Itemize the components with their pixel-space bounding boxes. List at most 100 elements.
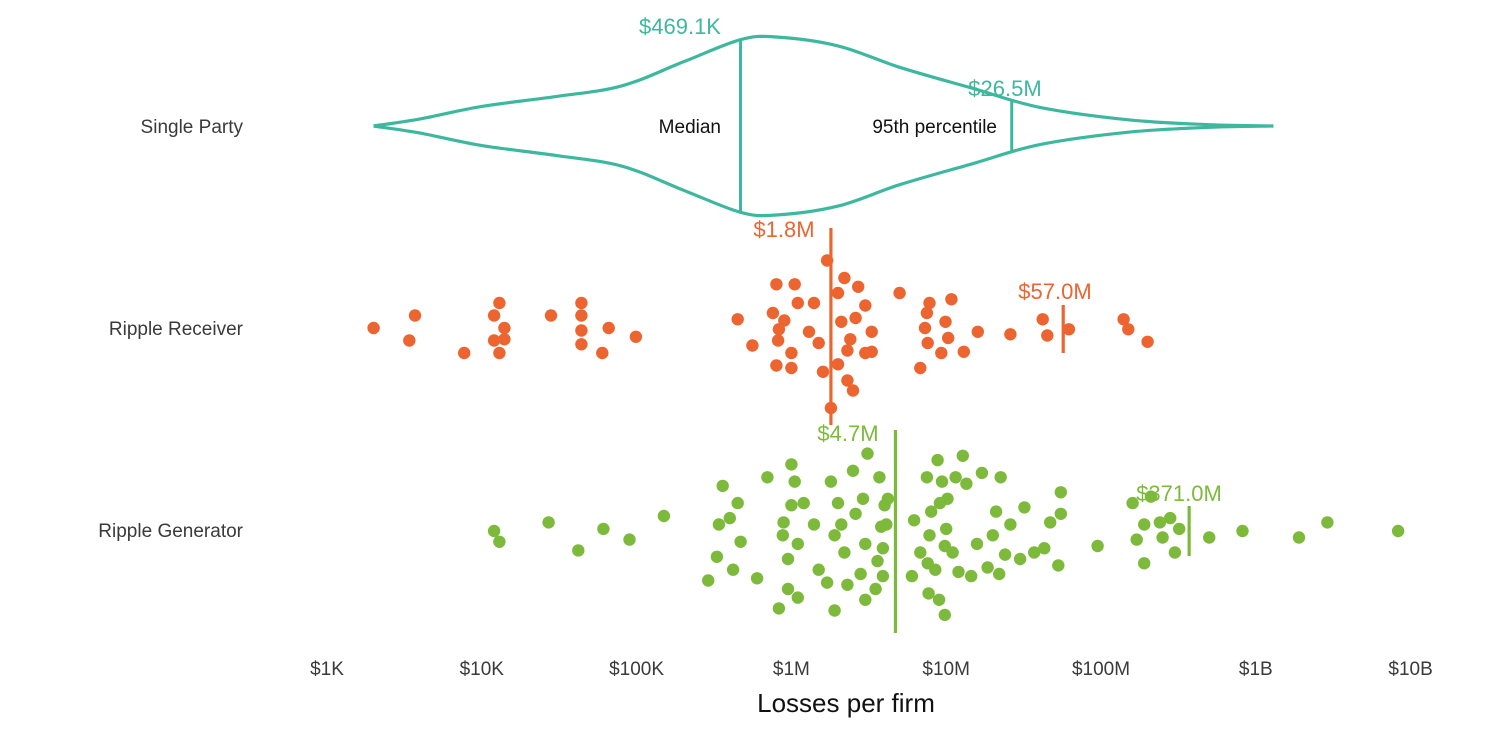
receiver-point (403, 334, 416, 347)
generator-point (726, 563, 740, 576)
generator-point (797, 496, 810, 510)
generator-point (1321, 516, 1334, 529)
generator-point (1168, 546, 1182, 559)
receiver-point (367, 321, 380, 335)
receiver-point (770, 359, 783, 372)
generator-point (905, 569, 919, 583)
generator-point (710, 550, 724, 563)
generator-point (838, 546, 851, 559)
generator-point (761, 471, 774, 484)
generator-point (572, 544, 585, 557)
generator-point (920, 471, 934, 484)
generator-point (975, 466, 989, 480)
generator-point (702, 574, 715, 587)
receiver-point (487, 334, 501, 347)
receiver-point (458, 346, 471, 360)
generator-point (993, 567, 1006, 581)
violin-upper-outline (373, 34, 1274, 128)
generator-point (1052, 559, 1065, 572)
receiver-point (865, 325, 878, 338)
generator-point (716, 479, 729, 493)
receiver-point (893, 286, 906, 300)
generator-point (956, 449, 969, 462)
generator-point (785, 458, 798, 471)
generator-point (1391, 524, 1405, 538)
generator-point (923, 529, 936, 542)
violin-single-party (373, 34, 1274, 218)
generator-point (1236, 524, 1249, 538)
receiver-point (1004, 328, 1017, 341)
receiver-point (731, 313, 744, 326)
generator-point (931, 453, 944, 467)
receiver-point (802, 325, 816, 338)
ripple-generator-points (487, 430, 1405, 633)
generator-point (723, 511, 736, 525)
generator-point (871, 554, 884, 568)
receiver-point (1117, 313, 1130, 326)
receiver-point (770, 278, 783, 291)
generator-point (859, 593, 872, 606)
generator-point (876, 569, 890, 583)
receiver-point (812, 336, 825, 350)
receiver-point (771, 334, 785, 347)
receiver-point (778, 314, 791, 327)
receiver-point (920, 306, 934, 320)
generator-point (1144, 490, 1158, 503)
violin-median-label: $469.1K (639, 14, 721, 39)
generator-point (841, 578, 854, 591)
generator-point (781, 552, 795, 566)
receiver-point (746, 339, 759, 352)
generator-point (1091, 539, 1104, 553)
generator-point (925, 505, 938, 518)
generator-point (938, 608, 951, 622)
generator-point (989, 505, 1003, 518)
generator-point (785, 499, 798, 512)
receiver-point (1041, 329, 1054, 342)
generator-point (1203, 531, 1216, 544)
x-axis-title: Losses per firm (757, 688, 935, 718)
generator-point (1138, 557, 1151, 570)
receiver-point (498, 333, 511, 346)
violin-lower-outline (373, 124, 1274, 218)
generator-point (846, 464, 860, 477)
generator-point (1028, 546, 1041, 559)
receiver-point (493, 346, 506, 360)
generator-point (986, 529, 999, 542)
receiver-point (498, 321, 511, 335)
receiver-point (1062, 323, 1076, 336)
x-tick-label: $10M (922, 659, 970, 680)
generator-point (854, 567, 867, 581)
generator-point (994, 471, 1007, 484)
receiver-point (923, 296, 936, 310)
generator-point (869, 582, 882, 596)
generator-point (1038, 542, 1051, 555)
receiver-point (831, 358, 845, 371)
x-tick-label: $1B (1239, 659, 1273, 680)
receiver-point (1122, 323, 1135, 336)
generator-point (1013, 552, 1027, 566)
row-label-ripple-generator: Ripple Generator (98, 521, 243, 542)
generator-point (791, 591, 804, 604)
receiver-point (841, 374, 854, 387)
generator-point (880, 518, 893, 531)
receiver-point (844, 333, 857, 346)
generator-point (970, 537, 984, 551)
generator-point (493, 535, 506, 548)
generator-point (856, 492, 870, 505)
x-tick-label: $1M (773, 659, 810, 680)
generator-point (965, 569, 978, 583)
receiver-point (791, 296, 804, 310)
receiver-point (841, 344, 854, 357)
receiver-point (408, 309, 422, 322)
receiver-point (807, 296, 821, 310)
receiver-point (918, 321, 932, 335)
generator-point (981, 561, 994, 574)
generator-point (1018, 501, 1031, 514)
generator-point (542, 516, 555, 529)
generator-point (597, 522, 610, 536)
violin-median-caption: Median (659, 117, 721, 138)
generator-point (828, 604, 841, 617)
generator-point (859, 537, 872, 551)
generator-point (849, 507, 862, 520)
x-tick-label: $10B (1388, 659, 1432, 680)
